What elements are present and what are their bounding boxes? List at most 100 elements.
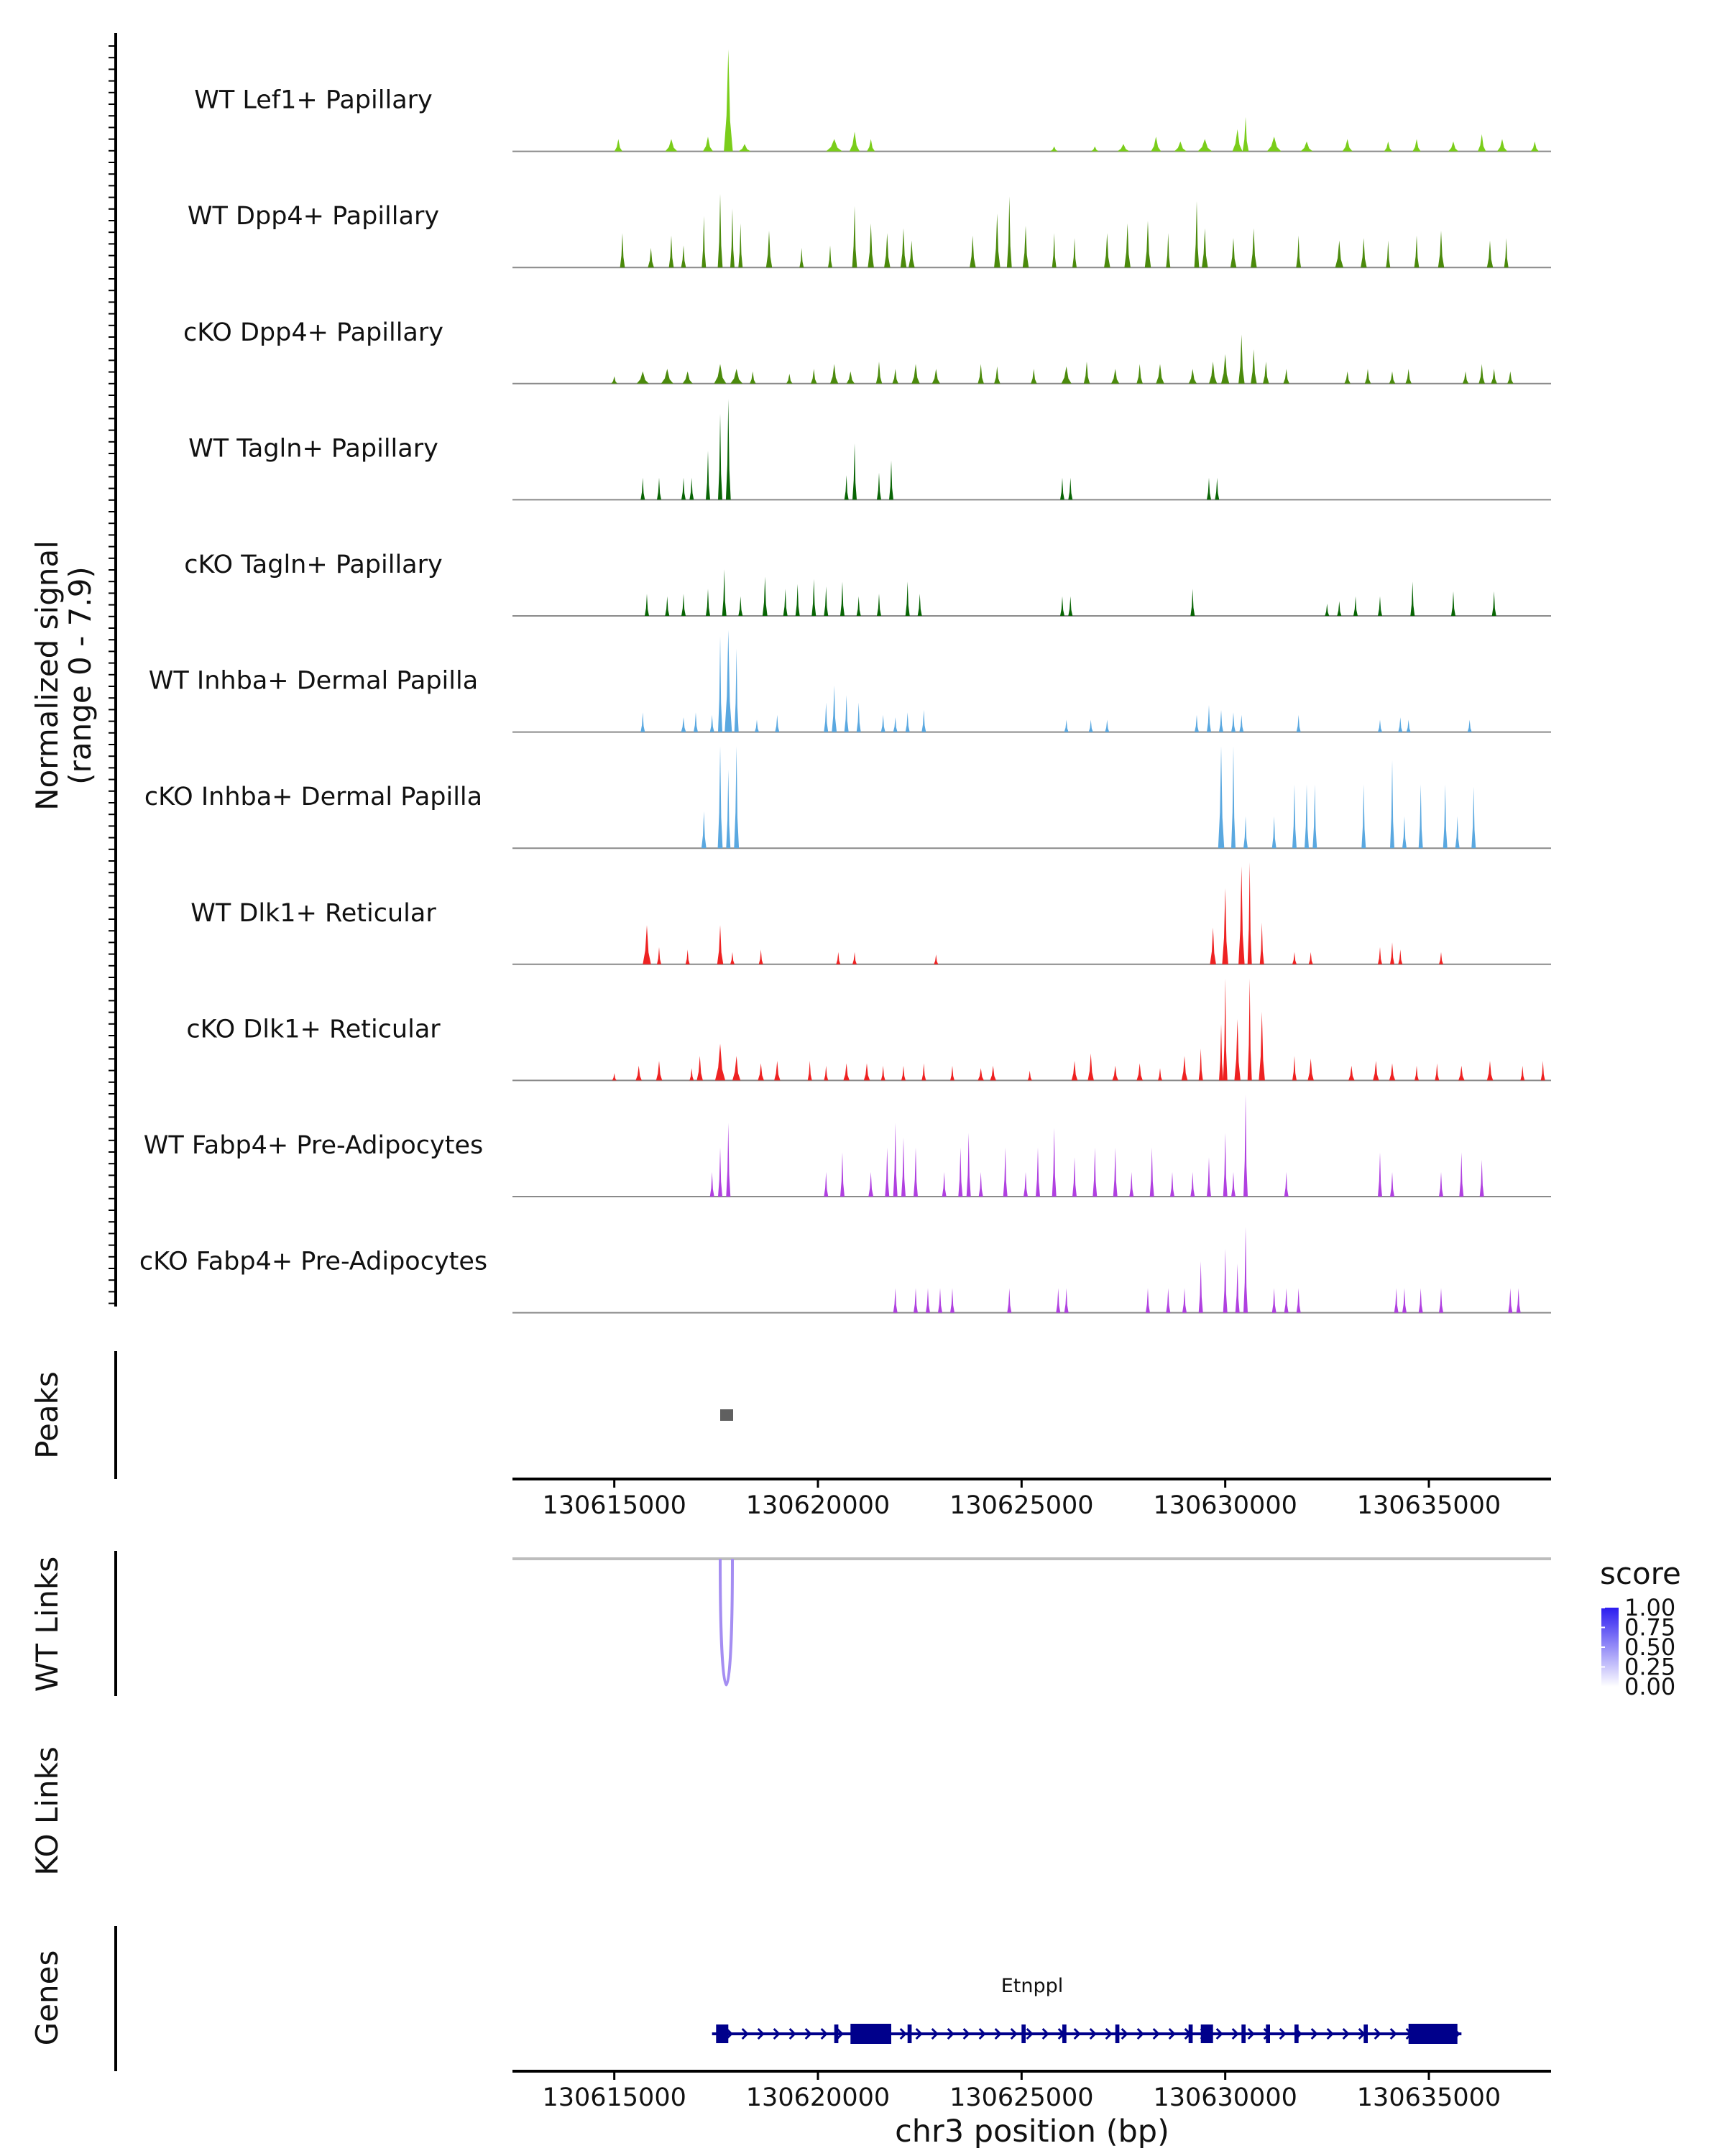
signal-peak bbox=[1088, 719, 1093, 732]
signal-peak bbox=[911, 364, 920, 384]
signal-peak bbox=[706, 451, 710, 500]
signal-peak bbox=[685, 949, 690, 964]
signal-peak bbox=[694, 712, 698, 732]
signal-peak bbox=[1144, 221, 1151, 268]
signal-peak bbox=[1435, 1063, 1440, 1081]
signal-peak bbox=[868, 1171, 874, 1197]
signal-peak bbox=[1443, 784, 1448, 849]
track-label: cKO Inhba+ Dermal Papilla bbox=[144, 783, 482, 811]
x-axis-title: chr3 position (bp) bbox=[895, 2114, 1169, 2150]
track-0: WT Lef1+ Papillary bbox=[194, 49, 1551, 152]
signal-peak bbox=[1479, 1159, 1484, 1197]
signal-peak bbox=[1491, 369, 1497, 384]
wt-links-panel: WT Links bbox=[29, 1551, 1551, 1696]
signal-peak bbox=[1003, 1147, 1008, 1197]
signal-peak bbox=[1060, 477, 1064, 500]
signal-peak bbox=[1247, 862, 1252, 964]
signal-peak bbox=[1296, 714, 1301, 732]
signal-peak bbox=[1312, 784, 1317, 849]
peak-region bbox=[720, 1409, 733, 1421]
exon bbox=[1241, 2024, 1246, 2043]
strand-arrow bbox=[1326, 2027, 1334, 2040]
signal-peak bbox=[885, 1147, 890, 1197]
signal-peak bbox=[921, 1063, 926, 1081]
strand-arrow bbox=[1010, 2027, 1018, 2040]
signal-peak bbox=[1438, 231, 1445, 268]
signal-peak bbox=[657, 477, 661, 500]
x-tick-label: 130620000 bbox=[746, 2083, 890, 2112]
signal-peak bbox=[852, 206, 857, 268]
signal-peak bbox=[689, 477, 694, 500]
signal-peak bbox=[1467, 719, 1472, 732]
signal-peak bbox=[807, 1061, 812, 1081]
signal-peak bbox=[914, 1147, 918, 1197]
signal-peak bbox=[1462, 371, 1469, 384]
signal-peak bbox=[880, 714, 886, 732]
signal-peak bbox=[1353, 596, 1358, 616]
signal-peak bbox=[1068, 596, 1073, 616]
signal-peak bbox=[978, 364, 984, 384]
signal-y-axis bbox=[109, 33, 117, 1307]
strand-arrow bbox=[1310, 2027, 1318, 2040]
signal-peak bbox=[921, 709, 926, 732]
signal-peak bbox=[1235, 1263, 1240, 1313]
signal-peak bbox=[1451, 591, 1455, 616]
signal-peak bbox=[1194, 201, 1200, 268]
signal-peak bbox=[1284, 1288, 1289, 1313]
signal-peak bbox=[1361, 238, 1367, 268]
signal-peak bbox=[668, 235, 674, 268]
legend-tick-label: 1.00 bbox=[1624, 1594, 1675, 1621]
signal-peak bbox=[901, 1138, 906, 1197]
exon bbox=[1115, 2024, 1120, 2043]
x-tick-label: 130625000 bbox=[949, 1491, 1093, 1520]
strand-arrow bbox=[1389, 2027, 1397, 2040]
ko-links-panel: KO Links bbox=[29, 1746, 65, 1876]
signal-peak bbox=[1418, 1288, 1423, 1313]
signal-peak bbox=[1410, 581, 1415, 616]
signal-peak bbox=[718, 413, 722, 500]
signal-peak bbox=[994, 213, 1000, 268]
signal-peak bbox=[1207, 1157, 1211, 1197]
signal-peak bbox=[775, 714, 780, 732]
signal-peak bbox=[900, 228, 907, 268]
x-axis-top: 130615000 130620000 130625000 130630000 1306… bbox=[512, 1478, 1551, 1520]
signal-peak bbox=[701, 811, 707, 849]
signal-peak bbox=[950, 1065, 954, 1081]
track-label: cKO Dlk1+ Reticular bbox=[186, 1015, 441, 1044]
signal-peak bbox=[958, 1147, 963, 1197]
signal-peak bbox=[1036, 1147, 1040, 1197]
signal-peak bbox=[824, 702, 829, 732]
x-tick-label: 130630000 bbox=[1153, 2083, 1297, 2112]
signal-peak bbox=[1389, 371, 1396, 384]
strand-arrow bbox=[773, 2027, 781, 2040]
track-7: WT Dlk1+ Reticular bbox=[190, 862, 1551, 965]
signal-peak bbox=[726, 769, 731, 849]
signal-peak bbox=[1439, 952, 1443, 964]
signal-peak bbox=[1251, 228, 1257, 268]
signal-peak bbox=[1361, 784, 1366, 849]
signal-peak bbox=[1238, 334, 1245, 384]
signal-peak bbox=[1263, 361, 1269, 384]
strand-arrow bbox=[1073, 2027, 1081, 2040]
signal-peak bbox=[905, 712, 910, 732]
signal-peak bbox=[1061, 366, 1072, 384]
signal-peak bbox=[1486, 1061, 1494, 1081]
strand-arrow bbox=[1231, 2027, 1239, 2040]
signal-peak bbox=[1412, 139, 1421, 152]
track-2: cKO Dpp4+ Papillary bbox=[183, 318, 1551, 384]
signal-peak bbox=[1471, 786, 1476, 849]
signal-peak bbox=[1296, 1288, 1301, 1313]
track-3: WT Tagln+ Papillary bbox=[188, 399, 1551, 501]
signal-peak bbox=[942, 1171, 947, 1197]
signal-peak bbox=[635, 1065, 642, 1081]
signal-peak bbox=[1113, 1147, 1118, 1197]
exon bbox=[850, 2024, 891, 2044]
signal-peak bbox=[914, 1288, 918, 1313]
signal-peak bbox=[709, 714, 714, 732]
signal-peak bbox=[856, 596, 861, 616]
strand-arrow bbox=[1247, 2027, 1255, 2040]
signal-peak bbox=[849, 132, 860, 152]
signal-peak bbox=[1166, 233, 1171, 268]
signal-peak bbox=[852, 952, 857, 964]
signal-peak bbox=[1190, 1171, 1195, 1197]
